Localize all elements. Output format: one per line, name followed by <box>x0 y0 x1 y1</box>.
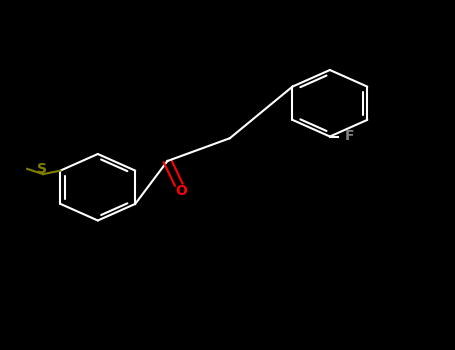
Text: S: S <box>37 162 47 176</box>
Text: O: O <box>175 184 187 198</box>
Text: F: F <box>345 130 354 144</box>
